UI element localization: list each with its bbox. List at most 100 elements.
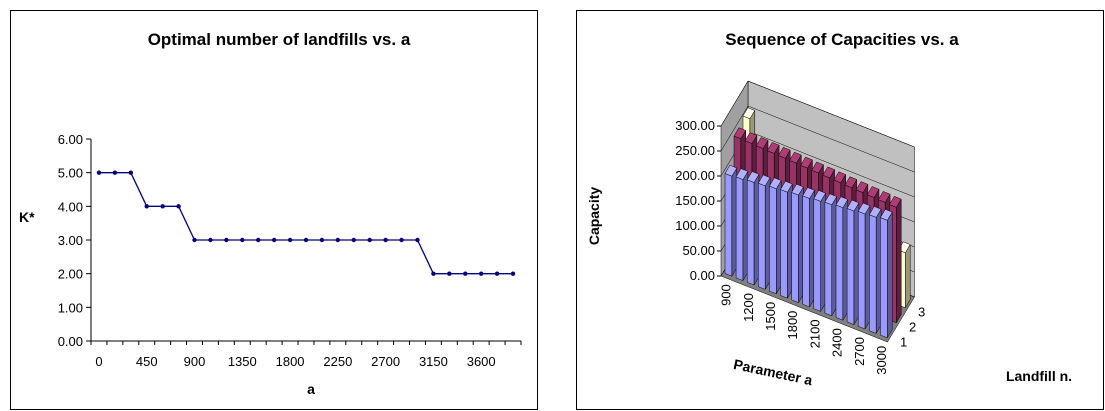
bar-front-s1: [813, 198, 821, 312]
data-point: [224, 237, 229, 243]
x-tick-label: 2100: [807, 319, 822, 348]
y-tick-label: 0.00: [690, 268, 715, 283]
bar-top-s2: [755, 137, 769, 149]
bar-top-s1: [757, 174, 771, 187]
series-line: [99, 172, 513, 275]
data-point: [351, 237, 356, 243]
depth-axis-label: Landfill n.: [1006, 368, 1072, 384]
data-point: [176, 204, 181, 209]
y-axis-label: K*: [19, 209, 35, 225]
x-tick-label: 0: [95, 354, 102, 369]
x-tick-label: 1500: [763, 302, 778, 331]
gridline: [720, 80, 915, 148]
depth-tick-label: 2: [909, 320, 916, 335]
bar-top-s2: [844, 176, 858, 189]
data-point: [240, 237, 245, 243]
data-point: [478, 271, 484, 276]
y-tick-label: 0.00: [58, 334, 83, 349]
bar-top-s2: [866, 186, 880, 198]
y-tick-label: 200.00: [675, 168, 715, 183]
bar-top-s1: [791, 183, 804, 196]
x-tick-label: 900: [184, 354, 206, 369]
data-point: [192, 237, 197, 243]
capacity-chart-panel: Sequence of Capacities vs. a Capacity Pa…: [576, 10, 1104, 410]
bar-top-s2: [778, 146, 791, 159]
depth-tick-label: 3: [918, 305, 925, 320]
data-point: [160, 204, 165, 209]
bar-front-s1: [791, 192, 799, 303]
y-tick-label: 50.00: [682, 243, 715, 258]
bar-top-s1: [857, 202, 871, 215]
bar-front-s1: [780, 189, 788, 299]
bar-top-s1: [835, 196, 849, 209]
bar-front-s1: [835, 204, 844, 321]
data-point: [415, 237, 420, 243]
data-point: [112, 170, 118, 175]
bar-top-s2: [766, 142, 780, 154]
data-point: [303, 237, 309, 243]
data-point: [319, 237, 325, 243]
data-point: [431, 271, 436, 276]
x-tick-label: 2400: [830, 328, 845, 357]
x-tick-label: 3150: [419, 354, 448, 369]
bar-top-s2: [811, 161, 824, 174]
y-tick-label: 150.00: [675, 193, 715, 208]
capacity-3d-bar-chart: Sequence of Capacities vs. a Capacity Pa…: [586, 30, 1072, 388]
bar-front-s1: [824, 201, 833, 317]
depth-tick-label: 1: [900, 335, 907, 350]
bar-top-s2: [733, 127, 747, 140]
data-point: [96, 170, 102, 175]
data-point: [510, 271, 516, 276]
x-tick-label: 1800: [785, 311, 800, 340]
y-axis-label-capacity: Capacity: [586, 187, 602, 246]
bar-top-s2: [822, 166, 835, 179]
y-tick-label: 6.00: [58, 132, 83, 147]
data-point: [447, 271, 452, 276]
y-tick-label: 300.00: [675, 118, 715, 133]
y-tick-label: 1.00: [58, 300, 83, 315]
gridline: [720, 105, 915, 173]
data-point: [335, 237, 341, 243]
bar-front-s1: [857, 210, 866, 330]
x-tick-label: 3600: [467, 354, 496, 369]
data-point: [399, 237, 404, 243]
bar-front-s1: [880, 217, 888, 339]
bar-top-s2: [889, 195, 902, 208]
bar-top-s1: [724, 164, 738, 177]
bar-front-s1: [758, 182, 766, 290]
bar-top-s2: [855, 181, 869, 193]
x-axis-label: a: [307, 381, 315, 397]
bar-side-s2: [896, 198, 902, 324]
bar-top-s1: [802, 187, 815, 199]
data-point: [128, 170, 134, 175]
bar-front-s1: [802, 195, 810, 308]
bar-front-s1: [746, 179, 755, 286]
y-tick-label: 3.00: [58, 233, 83, 248]
y-tick-label: 250.00: [675, 143, 715, 158]
x-tick-label: 1800: [276, 354, 305, 369]
bar-front-s1: [724, 173, 733, 277]
bar-top-s1: [813, 190, 826, 202]
line-chart-panel: Optimal number of landfills vs. a a K* 0…: [10, 10, 538, 410]
data-point: [367, 237, 372, 243]
y-tick-label: 4.00: [58, 199, 83, 214]
bar-top-s1: [824, 193, 838, 206]
bar-top-s1: [846, 199, 860, 212]
x-tick-label: 900: [719, 284, 734, 306]
bar-top-s1: [868, 206, 882, 218]
x-tick-label: 2700: [852, 337, 867, 366]
bar-top-s2: [833, 171, 847, 184]
data-point: [271, 237, 277, 243]
bar-top-s1: [735, 168, 749, 180]
data-point: [256, 237, 261, 243]
bar-side-s1: [887, 211, 893, 339]
data-point: [383, 237, 388, 243]
bar-top-s1: [769, 177, 782, 190]
data-point: [208, 237, 213, 243]
x-tick-label: 450: [136, 354, 158, 369]
bar-side-s3: [905, 243, 911, 309]
x-tick-label: 2700: [371, 354, 400, 369]
x-tick-label: 2250: [323, 354, 352, 369]
bar-top-s1: [880, 208, 893, 221]
x-tick-label: 3000: [874, 346, 889, 375]
